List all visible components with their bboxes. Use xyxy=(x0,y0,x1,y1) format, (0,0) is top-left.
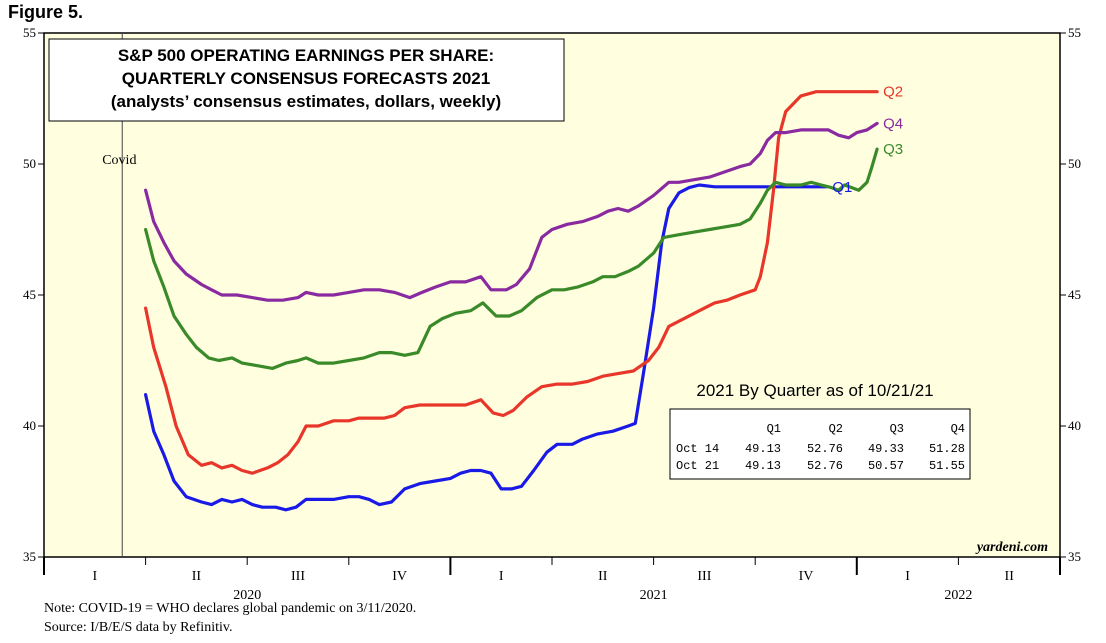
y-tick-label-right: 35 xyxy=(1068,549,1081,564)
watermark: yardeni.com xyxy=(975,540,1048,555)
table-title: 2021 By Quarter as of 10/21/21 xyxy=(696,381,933,400)
data-table: Q1 Q2 Q3 Q4 Oct 14 49.13 52.76 49.33 51.28 Oct 21… xyxy=(676,422,965,473)
table-cell: 49.13 xyxy=(745,442,781,456)
y-tick-label-left: 45 xyxy=(23,287,36,302)
table-header-cell: Q2 xyxy=(829,422,843,436)
table-cell: 51.28 xyxy=(929,442,965,456)
y-tick-label-left: 35 xyxy=(23,549,36,564)
x-quarter-label: III xyxy=(697,569,711,584)
y-tick-label-right: 55 xyxy=(1068,25,1081,40)
x-quarter-label: II xyxy=(1005,569,1015,584)
x-quarter-label: II xyxy=(192,569,202,584)
y-tick-label-left: 50 xyxy=(23,156,36,171)
y-tick-label-left: 55 xyxy=(23,25,36,40)
x-year-label: 2020 xyxy=(233,588,261,603)
figure-label: Figure 5. xyxy=(8,2,84,22)
chart-title-line-3: (analysts’ consensus estimates, dollars,… xyxy=(111,92,501,111)
x-year-label: 2021 xyxy=(640,588,668,603)
table-header-cell: Q4 xyxy=(951,422,965,436)
table-cell: Oct 14 xyxy=(676,442,719,456)
series-label-q1: Q1 xyxy=(832,179,852,196)
table-cell: 50.57 xyxy=(868,459,904,473)
y-tick-label-right: 50 xyxy=(1068,156,1081,171)
footnote-source: Source: I/B/E/S data by Refinitiv. xyxy=(44,620,233,635)
series-line-q1 xyxy=(144,183,828,512)
covid-annotation: Covid xyxy=(102,153,136,168)
series-line-q2 xyxy=(144,90,879,475)
series-line-q3 xyxy=(144,147,879,370)
table-cell: 49.13 xyxy=(745,459,781,473)
table-cell: 49.33 xyxy=(868,442,904,456)
chart-title-line-2: QUARTERLY CONSENSUS FORECASTS 2021 xyxy=(122,69,490,88)
x-quarter-label: I xyxy=(499,569,504,584)
x-quarter-label: IV xyxy=(799,569,814,584)
footnote-note: Note: COVID-19 = WHO declares global pan… xyxy=(44,601,417,616)
y-tick-label-right: 45 xyxy=(1068,287,1081,302)
series-label-q2: Q2 xyxy=(883,84,903,101)
table-cell: 52.76 xyxy=(807,459,843,473)
table-header-cell: Q3 xyxy=(890,422,904,436)
chart-title-line-1: S&P 500 OPERATING EARNINGS PER SHARE: xyxy=(118,46,494,65)
y-tick-label-right: 40 xyxy=(1068,418,1081,433)
x-quarter-label: IV xyxy=(392,569,407,584)
table-cell: 51.55 xyxy=(929,459,965,473)
series-line-q4 xyxy=(144,121,879,302)
series-label-q3: Q3 xyxy=(883,141,903,158)
series-label-q4: Q4 xyxy=(883,115,903,132)
table-cell: 52.76 xyxy=(807,442,843,456)
x-quarter-label: III xyxy=(291,569,305,584)
x-quarter-label: I xyxy=(905,569,910,584)
y-tick-label-left: 40 xyxy=(23,418,36,433)
table-cell: Oct 21 xyxy=(676,459,719,473)
x-quarter-label: I xyxy=(92,569,97,584)
x-quarter-label: II xyxy=(598,569,608,584)
data-table-box xyxy=(669,408,971,480)
x-year-label: 2022 xyxy=(944,588,972,603)
chart-title-box: S&P 500 OPERATING EARNINGS PER SHARE: QU… xyxy=(48,38,565,122)
table-header-cell: Q1 xyxy=(767,422,781,436)
